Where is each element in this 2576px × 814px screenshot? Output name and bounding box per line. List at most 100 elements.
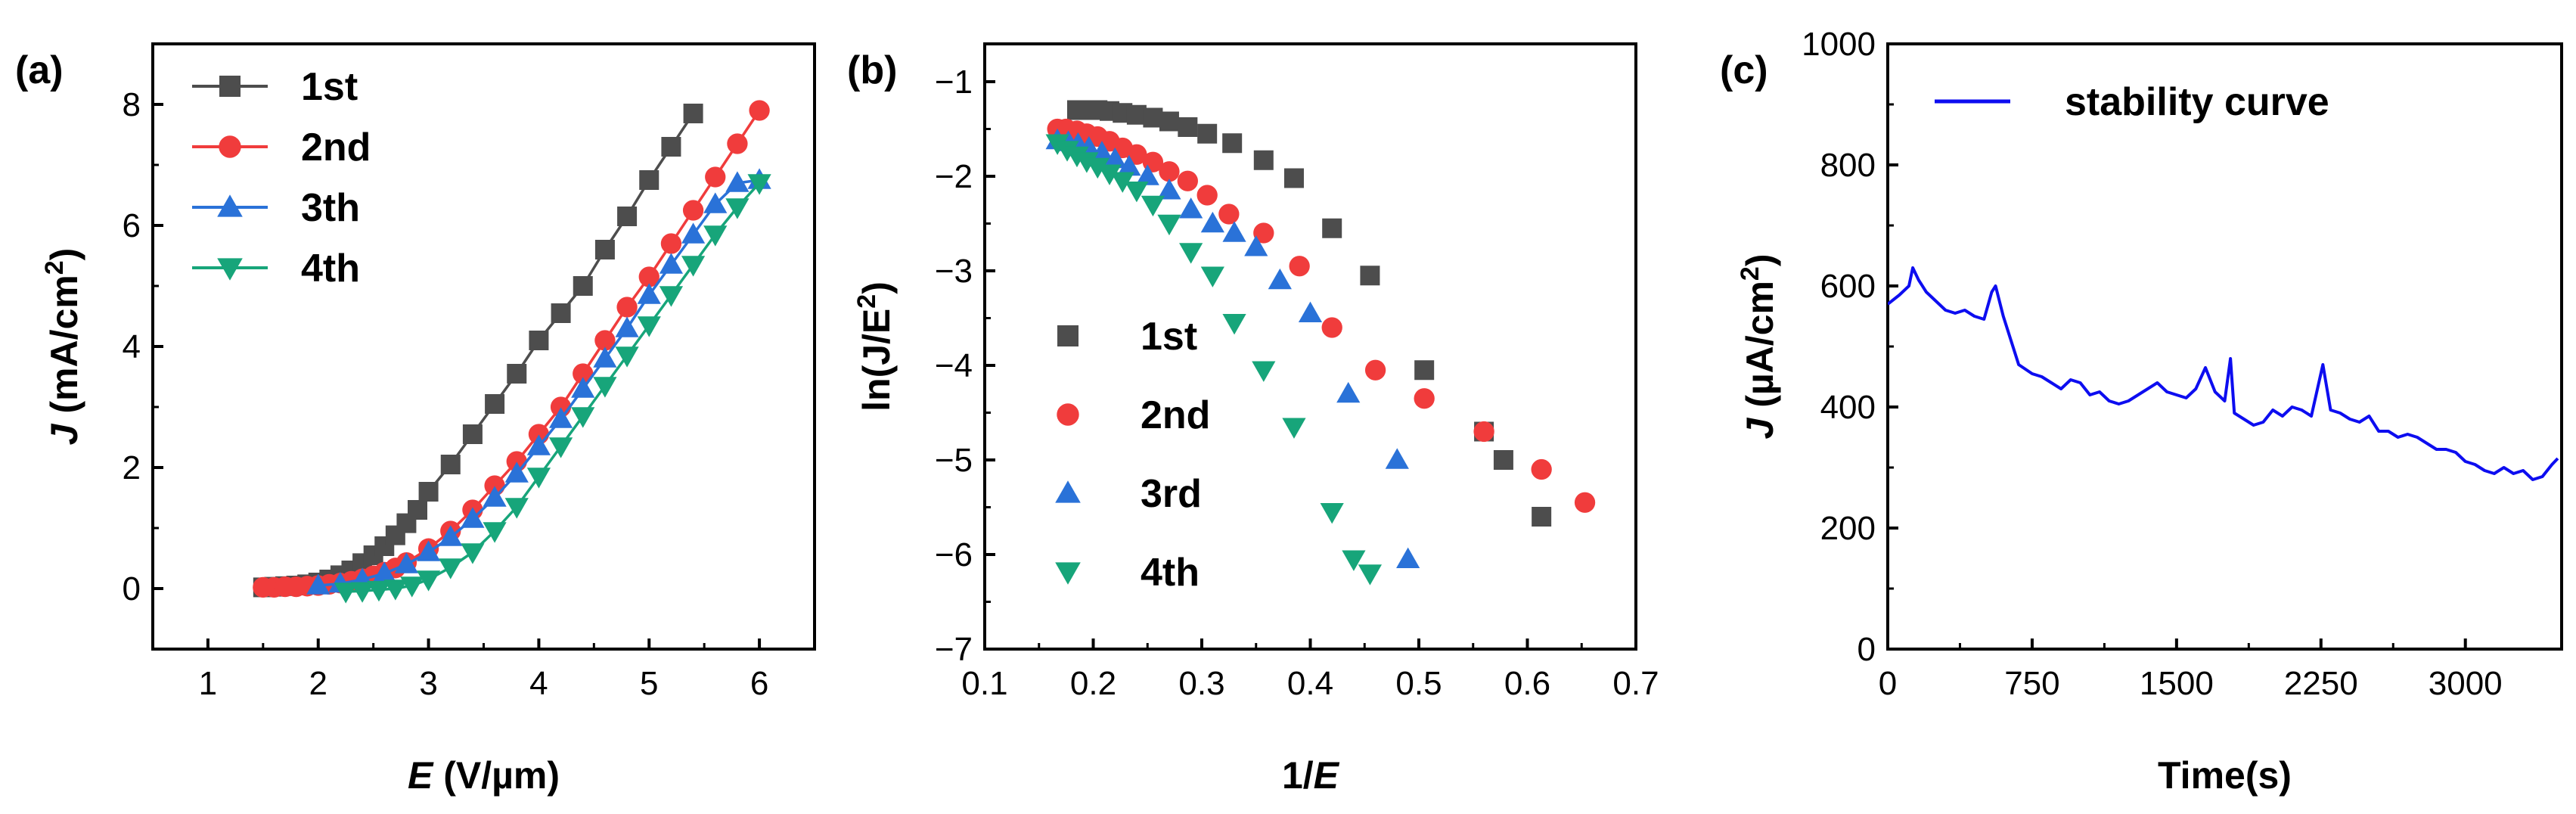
series-1st: [1066, 100, 1552, 527]
x-tick-label: 5: [640, 665, 658, 702]
legend-marker: [1055, 562, 1081, 585]
data-point: [1157, 214, 1181, 236]
data-point: [1200, 266, 1224, 287]
x-tick-label: 1: [199, 665, 217, 702]
y-tick-label: 2: [123, 449, 141, 486]
y-axis-label: J (mA/cm2): [40, 248, 85, 446]
data-point: [594, 330, 616, 351]
panel-c: 0 750 1500 2250 3000 0 200 400 600 800 1000 (c) Time…: [1720, 26, 2563, 797]
legend-label: 2nd: [301, 126, 371, 169]
data-point: [416, 570, 441, 592]
data-point: [1045, 134, 1069, 155]
data-point: [1178, 117, 1198, 137]
y-tick-label: 0: [123, 570, 141, 607]
panel-label: (b): [847, 48, 897, 92]
data-point: [394, 552, 419, 573]
y-tick-label: 0: [1858, 631, 1876, 668]
data-point: [1159, 111, 1179, 132]
legend-item: 3rd: [1055, 472, 1202, 516]
data-point: [1414, 360, 1435, 381]
data-point: [372, 561, 396, 583]
data-point: [617, 207, 638, 226]
data-point: [1097, 164, 1122, 185]
data-point: [1253, 150, 1274, 170]
data-point: [462, 424, 483, 444]
legend-label: 3th: [301, 186, 360, 230]
series-4th: [1045, 134, 1383, 586]
legend: 1st 2nd 3th 4th: [192, 65, 371, 290]
legend-marker: [219, 76, 241, 97]
data-point: [747, 174, 771, 195]
data-point: [1320, 503, 1344, 524]
data-point: [1222, 221, 1246, 242]
data-point: [483, 522, 507, 543]
data-point: [1283, 168, 1304, 188]
data-point: [306, 573, 331, 595]
data-point: [1075, 152, 1099, 173]
data-point: [461, 543, 485, 564]
data-point: [507, 364, 527, 384]
data-point: [1117, 154, 1141, 176]
data-point: [1135, 164, 1159, 185]
data-point: [1364, 359, 1386, 381]
data-point: [725, 198, 750, 219]
y-tick-label: 1000: [1802, 26, 1876, 63]
data-point: [334, 583, 358, 604]
data-point: [1200, 211, 1224, 233]
data-point: [1473, 421, 1494, 443]
data-point: [485, 394, 505, 414]
x-axis-label: Time(s): [2158, 754, 2292, 797]
series-line: [1888, 266, 2559, 481]
data-point: [1298, 301, 1323, 322]
data-point: [1055, 141, 1079, 162]
x-axis-label: 1/E: [1282, 754, 1340, 797]
data-point: [440, 455, 461, 474]
data-point: [551, 303, 571, 323]
y-tick-label: −4: [935, 347, 973, 384]
data-point: [1414, 388, 1435, 409]
data-point: [725, 171, 750, 192]
series-2nd: [253, 100, 770, 598]
x-tick-label: 0.6: [1504, 665, 1550, 702]
legend-marker: [217, 194, 243, 217]
y-tick-label: 200: [1820, 510, 1876, 547]
data-point: [705, 166, 726, 188]
legend-item: 2nd: [192, 126, 371, 169]
data-point: [416, 540, 441, 561]
data-point: [573, 363, 594, 384]
x-axis-label: E (V/µm): [408, 754, 560, 797]
x-tick-label: 0.5: [1395, 665, 1442, 702]
data-point: [439, 558, 463, 579]
data-point: [1289, 256, 1310, 277]
legend-label: 1st: [1141, 315, 1197, 359]
data-point: [615, 346, 639, 368]
legend-marker: [1055, 480, 1081, 503]
legend-label: 4th: [301, 247, 360, 290]
x-tick-label: 750: [2004, 665, 2059, 702]
data-point: [683, 104, 703, 123]
data-point: [461, 507, 485, 528]
data-point: [1125, 182, 1149, 203]
data-layer: [1045, 100, 1596, 586]
y-tick-label: −3: [935, 253, 973, 290]
series-stability-curve: [1888, 266, 2559, 481]
data-point: [1532, 507, 1552, 527]
data-point: [1282, 418, 1306, 439]
data-point: [682, 200, 704, 221]
data-point: [350, 582, 374, 603]
data-point: [616, 297, 638, 318]
data-point: [526, 468, 551, 489]
legend-item: 1st: [192, 65, 358, 109]
data-point: [659, 286, 684, 307]
y-axis-label: J (µA/cm2): [1736, 253, 1781, 439]
data-point: [1110, 172, 1134, 193]
panel-label: (a): [15, 48, 64, 92]
data-layer: [253, 100, 771, 604]
data-point: [593, 346, 617, 368]
data-point: [1385, 448, 1409, 469]
legend-item: 3th: [192, 186, 360, 230]
panel-a: 1 2 3 4 5 6 0 2 4 6 8 (a) E (V/µm) J (mA/cm2) 1st 2nd 3t…: [15, 42, 816, 797]
data-point: [400, 576, 424, 598]
series-line: [262, 110, 761, 589]
